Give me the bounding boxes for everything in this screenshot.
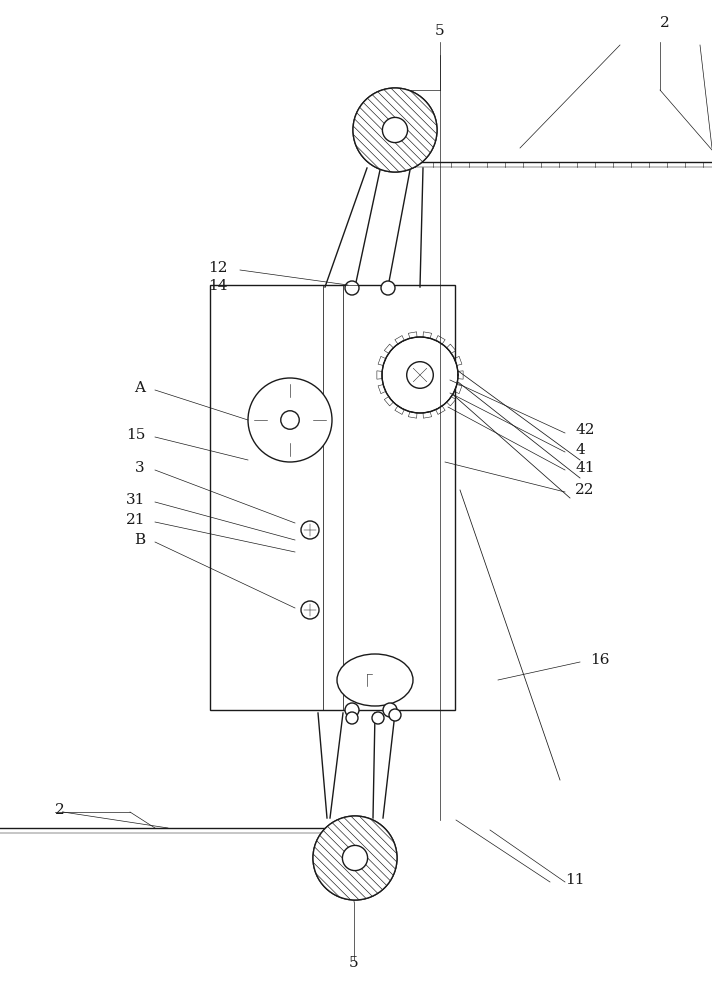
- Circle shape: [353, 88, 437, 172]
- Text: 2: 2: [55, 803, 65, 817]
- Circle shape: [313, 816, 397, 900]
- Text: 14: 14: [209, 279, 228, 293]
- Text: B: B: [134, 533, 145, 547]
- Text: 5: 5: [435, 24, 445, 38]
- Text: 42: 42: [575, 423, 595, 437]
- Circle shape: [372, 712, 384, 724]
- Text: 5: 5: [349, 956, 359, 970]
- Circle shape: [407, 362, 434, 388]
- Text: 31: 31: [125, 493, 145, 507]
- Text: 3: 3: [135, 461, 145, 475]
- Circle shape: [383, 703, 397, 717]
- Circle shape: [345, 281, 359, 295]
- Circle shape: [342, 845, 367, 871]
- Text: 11: 11: [565, 873, 585, 887]
- Circle shape: [381, 281, 395, 295]
- Circle shape: [248, 378, 332, 462]
- Ellipse shape: [337, 654, 413, 706]
- Circle shape: [281, 411, 299, 429]
- Text: 15: 15: [125, 428, 145, 442]
- Circle shape: [345, 703, 359, 717]
- Text: 2: 2: [660, 16, 670, 30]
- Circle shape: [346, 712, 358, 724]
- Circle shape: [389, 709, 401, 721]
- Text: 41: 41: [575, 461, 595, 475]
- Bar: [210, 285, 455, 710]
- Text: 4: 4: [575, 443, 585, 457]
- Text: 21: 21: [125, 513, 145, 527]
- Circle shape: [301, 601, 319, 619]
- Text: 16: 16: [590, 653, 609, 667]
- Text: 22: 22: [575, 483, 595, 497]
- Circle shape: [313, 816, 397, 900]
- Circle shape: [382, 337, 458, 413]
- Circle shape: [382, 117, 407, 143]
- Circle shape: [301, 521, 319, 539]
- Text: A: A: [134, 381, 145, 395]
- Text: 12: 12: [209, 261, 228, 275]
- Circle shape: [353, 88, 437, 172]
